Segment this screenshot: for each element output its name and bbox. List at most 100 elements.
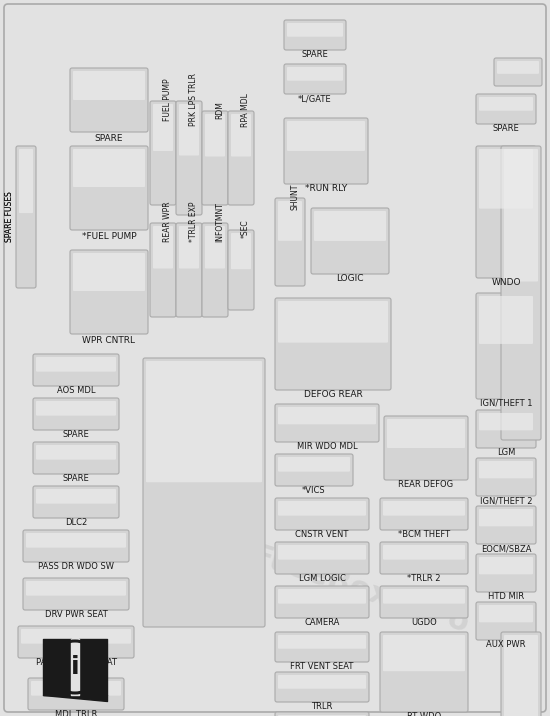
FancyBboxPatch shape xyxy=(36,401,116,415)
FancyBboxPatch shape xyxy=(380,498,468,530)
FancyBboxPatch shape xyxy=(21,629,131,644)
FancyBboxPatch shape xyxy=(479,461,533,478)
Text: DEFOG REAR: DEFOG REAR xyxy=(304,390,362,399)
FancyBboxPatch shape xyxy=(275,712,369,716)
FancyBboxPatch shape xyxy=(26,581,126,596)
Text: FRT VENT SEAT: FRT VENT SEAT xyxy=(290,662,354,671)
FancyBboxPatch shape xyxy=(231,233,251,269)
FancyBboxPatch shape xyxy=(202,111,228,205)
FancyBboxPatch shape xyxy=(33,442,119,474)
FancyBboxPatch shape xyxy=(73,253,145,291)
FancyBboxPatch shape xyxy=(504,149,538,281)
FancyBboxPatch shape xyxy=(176,223,202,317)
FancyBboxPatch shape xyxy=(497,61,539,74)
FancyBboxPatch shape xyxy=(479,413,533,430)
Text: DRV PWR SEAT: DRV PWR SEAT xyxy=(45,610,107,619)
Text: SPARE: SPARE xyxy=(63,474,89,483)
FancyBboxPatch shape xyxy=(18,626,134,658)
FancyBboxPatch shape xyxy=(494,58,542,86)
FancyBboxPatch shape xyxy=(284,118,368,184)
FancyBboxPatch shape xyxy=(278,635,366,649)
Text: PASS DR PWR SEAT: PASS DR PWR SEAT xyxy=(36,658,117,667)
FancyBboxPatch shape xyxy=(383,501,465,516)
FancyBboxPatch shape xyxy=(479,605,533,622)
FancyBboxPatch shape xyxy=(278,501,366,516)
FancyBboxPatch shape xyxy=(33,486,119,518)
FancyBboxPatch shape xyxy=(4,4,546,712)
FancyBboxPatch shape xyxy=(476,602,536,640)
Text: *L/GATE: *L/GATE xyxy=(298,94,332,103)
Text: CNSTR VENT: CNSTR VENT xyxy=(295,530,349,539)
FancyBboxPatch shape xyxy=(16,146,36,288)
Text: SPARE: SPARE xyxy=(95,134,123,143)
FancyBboxPatch shape xyxy=(278,589,366,604)
FancyBboxPatch shape xyxy=(205,226,225,268)
FancyBboxPatch shape xyxy=(153,226,173,268)
Text: RT WDO: RT WDO xyxy=(407,712,441,716)
Text: PRK LPS TRLR: PRK LPS TRLR xyxy=(189,74,198,127)
FancyBboxPatch shape xyxy=(476,146,536,278)
Text: HTD MIR: HTD MIR xyxy=(488,592,524,601)
FancyBboxPatch shape xyxy=(23,530,129,562)
FancyBboxPatch shape xyxy=(275,672,369,702)
FancyBboxPatch shape xyxy=(275,632,369,662)
FancyBboxPatch shape xyxy=(380,542,468,574)
Text: FUEL PUMP: FUEL PUMP xyxy=(163,79,172,121)
FancyBboxPatch shape xyxy=(284,64,346,94)
FancyBboxPatch shape xyxy=(287,23,343,37)
Text: WNDO: WNDO xyxy=(491,278,521,287)
Text: SPARE FUSES: SPARE FUSES xyxy=(6,192,14,243)
FancyBboxPatch shape xyxy=(143,358,265,627)
FancyBboxPatch shape xyxy=(476,554,536,592)
Text: IGN/THEFT 2: IGN/THEFT 2 xyxy=(480,496,532,505)
Text: DLC2: DLC2 xyxy=(65,518,87,527)
FancyBboxPatch shape xyxy=(314,211,386,241)
FancyBboxPatch shape xyxy=(479,97,533,111)
FancyBboxPatch shape xyxy=(275,404,379,442)
FancyBboxPatch shape xyxy=(476,293,536,399)
FancyBboxPatch shape xyxy=(33,398,119,430)
FancyBboxPatch shape xyxy=(153,104,173,151)
Text: *TRLR 2: *TRLR 2 xyxy=(407,574,441,583)
FancyBboxPatch shape xyxy=(479,557,533,574)
Text: REAR DEFOG: REAR DEFOG xyxy=(398,480,454,489)
FancyBboxPatch shape xyxy=(476,458,536,496)
FancyBboxPatch shape xyxy=(150,101,176,205)
FancyBboxPatch shape xyxy=(383,635,465,671)
Text: *VICS: *VICS xyxy=(302,486,326,495)
FancyBboxPatch shape xyxy=(179,226,199,268)
FancyBboxPatch shape xyxy=(383,589,465,604)
FancyBboxPatch shape xyxy=(31,681,121,696)
FancyBboxPatch shape xyxy=(278,407,376,425)
Text: *RUN RLY: *RUN RLY xyxy=(305,184,347,193)
FancyBboxPatch shape xyxy=(278,675,366,689)
FancyBboxPatch shape xyxy=(384,416,468,480)
FancyBboxPatch shape xyxy=(202,223,228,317)
Text: *SEC: *SEC xyxy=(241,220,250,238)
Text: LGM LOGIC: LGM LOGIC xyxy=(299,574,345,583)
FancyBboxPatch shape xyxy=(33,354,119,386)
Text: MDL TRLR: MDL TRLR xyxy=(55,710,97,716)
Text: *FUEL PUMP: *FUEL PUMP xyxy=(82,232,136,241)
Text: LGM: LGM xyxy=(497,448,515,457)
FancyBboxPatch shape xyxy=(23,578,129,610)
FancyBboxPatch shape xyxy=(278,715,366,716)
Text: MIR WDO MDL: MIR WDO MDL xyxy=(296,442,358,451)
Text: EOCM/SBZA: EOCM/SBZA xyxy=(481,544,531,553)
Text: i: i xyxy=(71,655,79,679)
FancyBboxPatch shape xyxy=(380,586,468,618)
FancyBboxPatch shape xyxy=(275,586,369,618)
Text: REAR WPR: REAR WPR xyxy=(163,202,172,242)
FancyBboxPatch shape xyxy=(70,68,148,132)
FancyBboxPatch shape xyxy=(205,114,225,157)
FancyBboxPatch shape xyxy=(278,201,302,241)
Text: WPR CNTRL: WPR CNTRL xyxy=(82,336,135,345)
FancyBboxPatch shape xyxy=(36,445,116,460)
FancyBboxPatch shape xyxy=(380,632,468,712)
FancyBboxPatch shape xyxy=(73,149,145,187)
Text: IGN/THEFT 1: IGN/THEFT 1 xyxy=(480,399,532,408)
Text: *TRLR EXP: *TRLR EXP xyxy=(189,202,198,242)
FancyBboxPatch shape xyxy=(70,146,148,230)
FancyBboxPatch shape xyxy=(275,454,353,486)
FancyBboxPatch shape xyxy=(278,545,366,560)
